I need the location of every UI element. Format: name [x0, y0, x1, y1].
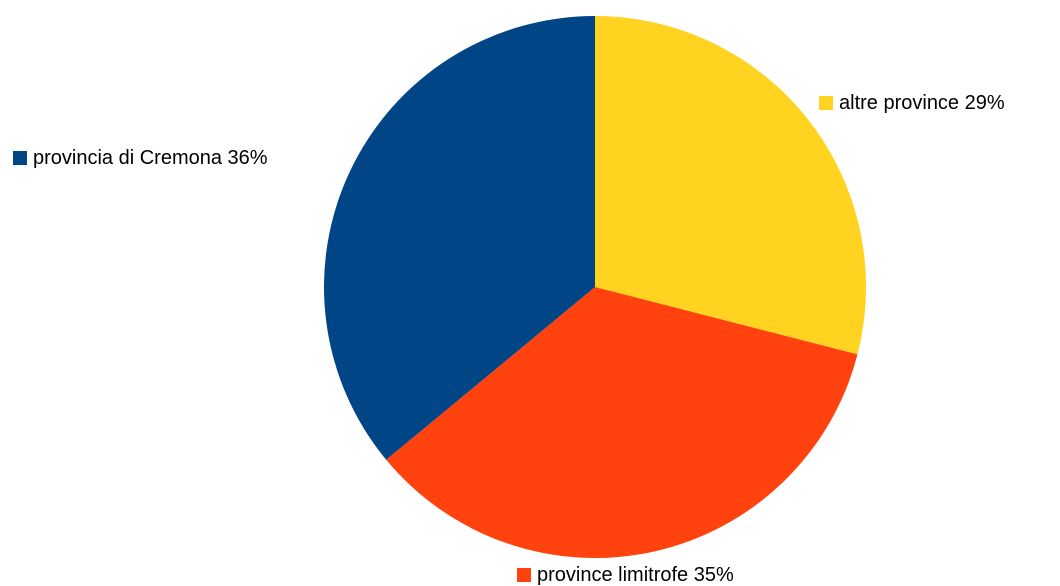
pie-slice-altre-province	[595, 16, 866, 355]
slice-percent-text: 29%	[964, 92, 1005, 114]
legend-swatch-province-limitrofe	[517, 568, 531, 582]
slice-label-provincia-di-cremona: provincia di Cremona 36%	[13, 147, 268, 169]
slice-label-text: provincia di Cremona	[33, 147, 222, 169]
slice-label-altre-province: altre province 29%	[819, 92, 1005, 114]
slice-label-province-limitrofe: province limitrofe 35%	[517, 564, 734, 586]
slice-percent-text: 35%	[693, 564, 734, 586]
legend-swatch-provincia-di-cremona	[13, 151, 27, 165]
slice-label-text: altre province	[839, 92, 960, 114]
pie-slice-provincia-di-cremona	[323, 15, 595, 460]
legend-swatch-altre-province	[819, 96, 833, 110]
slice-percent-text: 36%	[227, 147, 268, 169]
pie-slice-province-limitrofe	[386, 287, 858, 559]
slice-label-text: province limitrofe	[537, 564, 689, 586]
